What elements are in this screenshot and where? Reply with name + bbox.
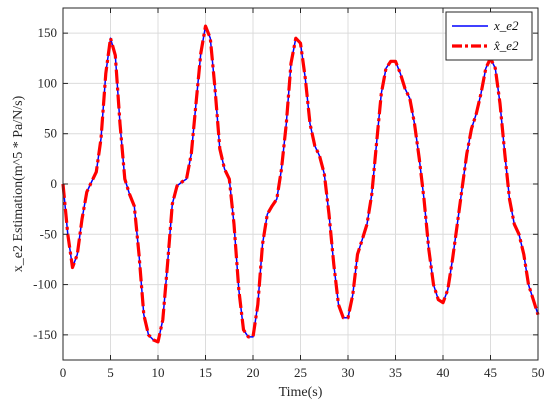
series-group <box>61 24 540 344</box>
x-axis-label: Time(s) <box>279 385 323 400</box>
y-tick-label: 150 <box>38 25 58 40</box>
x-tick-label: 20 <box>247 365 260 380</box>
legend-box <box>445 11 533 61</box>
x-tick-label: 15 <box>199 365 212 380</box>
x-tick-label: 10 <box>152 365 165 380</box>
legend-label: x_e2 <box>493 18 519 33</box>
legend: x_e2 x̂_e2 <box>445 11 533 61</box>
y-tick-label: -150 <box>33 327 57 342</box>
axis-ticks <box>62 8 539 360</box>
x-tick-label: 25 <box>294 365 307 380</box>
x-tick-label: 0 <box>60 365 67 380</box>
y-tick-label: -50 <box>40 226 57 241</box>
series-line-estimate <box>61 24 540 344</box>
y-tick-label: 50 <box>44 126 57 141</box>
y-axis-label: x_e2 Estimation(m^5 * Pa/N/s) <box>11 95 26 272</box>
x-tick-label: 50 <box>532 365 545 380</box>
grid-lines <box>62 8 539 360</box>
x-tick-label: 45 <box>484 365 497 380</box>
y-tick-labels: 150 100 50 0 -50 -100 -150 <box>33 25 57 342</box>
x-tick-label: 35 <box>389 365 402 380</box>
x-tick-label: 30 <box>342 365 355 380</box>
y-tick-label: -100 <box>33 277 57 292</box>
x-tick-labels: 0 5 10 15 20 25 30 35 40 45 50 <box>60 365 545 380</box>
x-tick-label: 5 <box>107 365 114 380</box>
y-tick-label: 0 <box>51 176 58 191</box>
legend-label: x̂_e2 <box>493 38 519 53</box>
x-tick-label: 40 <box>437 365 450 380</box>
y-tick-label: 100 <box>38 75 58 90</box>
